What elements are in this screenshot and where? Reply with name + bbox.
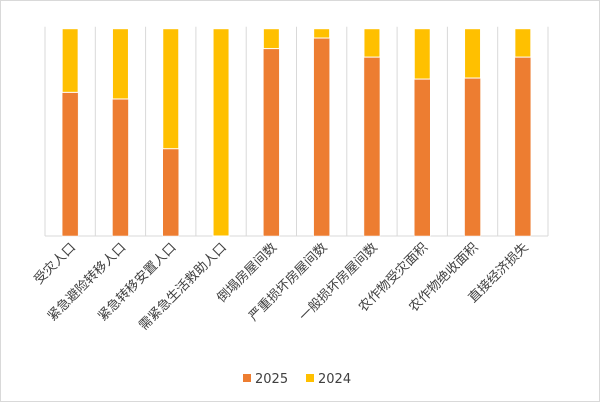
bar-2024-6 [363, 28, 381, 58]
bar-2025-0 [61, 92, 79, 237]
bar-2025-9 [514, 56, 532, 237]
category-label: 受灾人口 [31, 240, 79, 288]
bar-2025-7 [414, 78, 431, 237]
legend-label: 2025 [255, 372, 288, 387]
bar-2024-9 [514, 28, 532, 58]
bar-2024-8 [464, 28, 482, 79]
bar-2024-2 [162, 28, 180, 150]
bar-2024-4 [262, 28, 280, 50]
bar-2024-5 [313, 28, 331, 39]
category-label: 需紧急生活救助人口 [136, 240, 230, 334]
bar-2025-8 [464, 77, 481, 237]
bar-2025-6 [363, 56, 381, 237]
gridlines [44, 26, 549, 237]
bar-2025-5 [313, 37, 330, 237]
category-labels: 受灾人口紧急避险转移人口紧急转移安置人口需紧急生活救助人口倒塌房屋间数严重损坏房… [31, 240, 532, 334]
bar-2024-0 [61, 28, 79, 93]
bar-2024-3 [212, 28, 230, 237]
bar-2025-2 [162, 148, 179, 237]
bar-2025-1 [112, 98, 129, 237]
legend-label: 2024 [318, 372, 351, 387]
legend: 2025 2024 [243, 372, 351, 387]
bar-2024-1 [111, 28, 129, 100]
bar-2024-7 [413, 28, 431, 80]
bar-2025-4 [263, 48, 280, 237]
legend-swatch-2025 [243, 374, 251, 382]
bars [61, 28, 532, 237]
legend-swatch-2024 [306, 374, 314, 382]
